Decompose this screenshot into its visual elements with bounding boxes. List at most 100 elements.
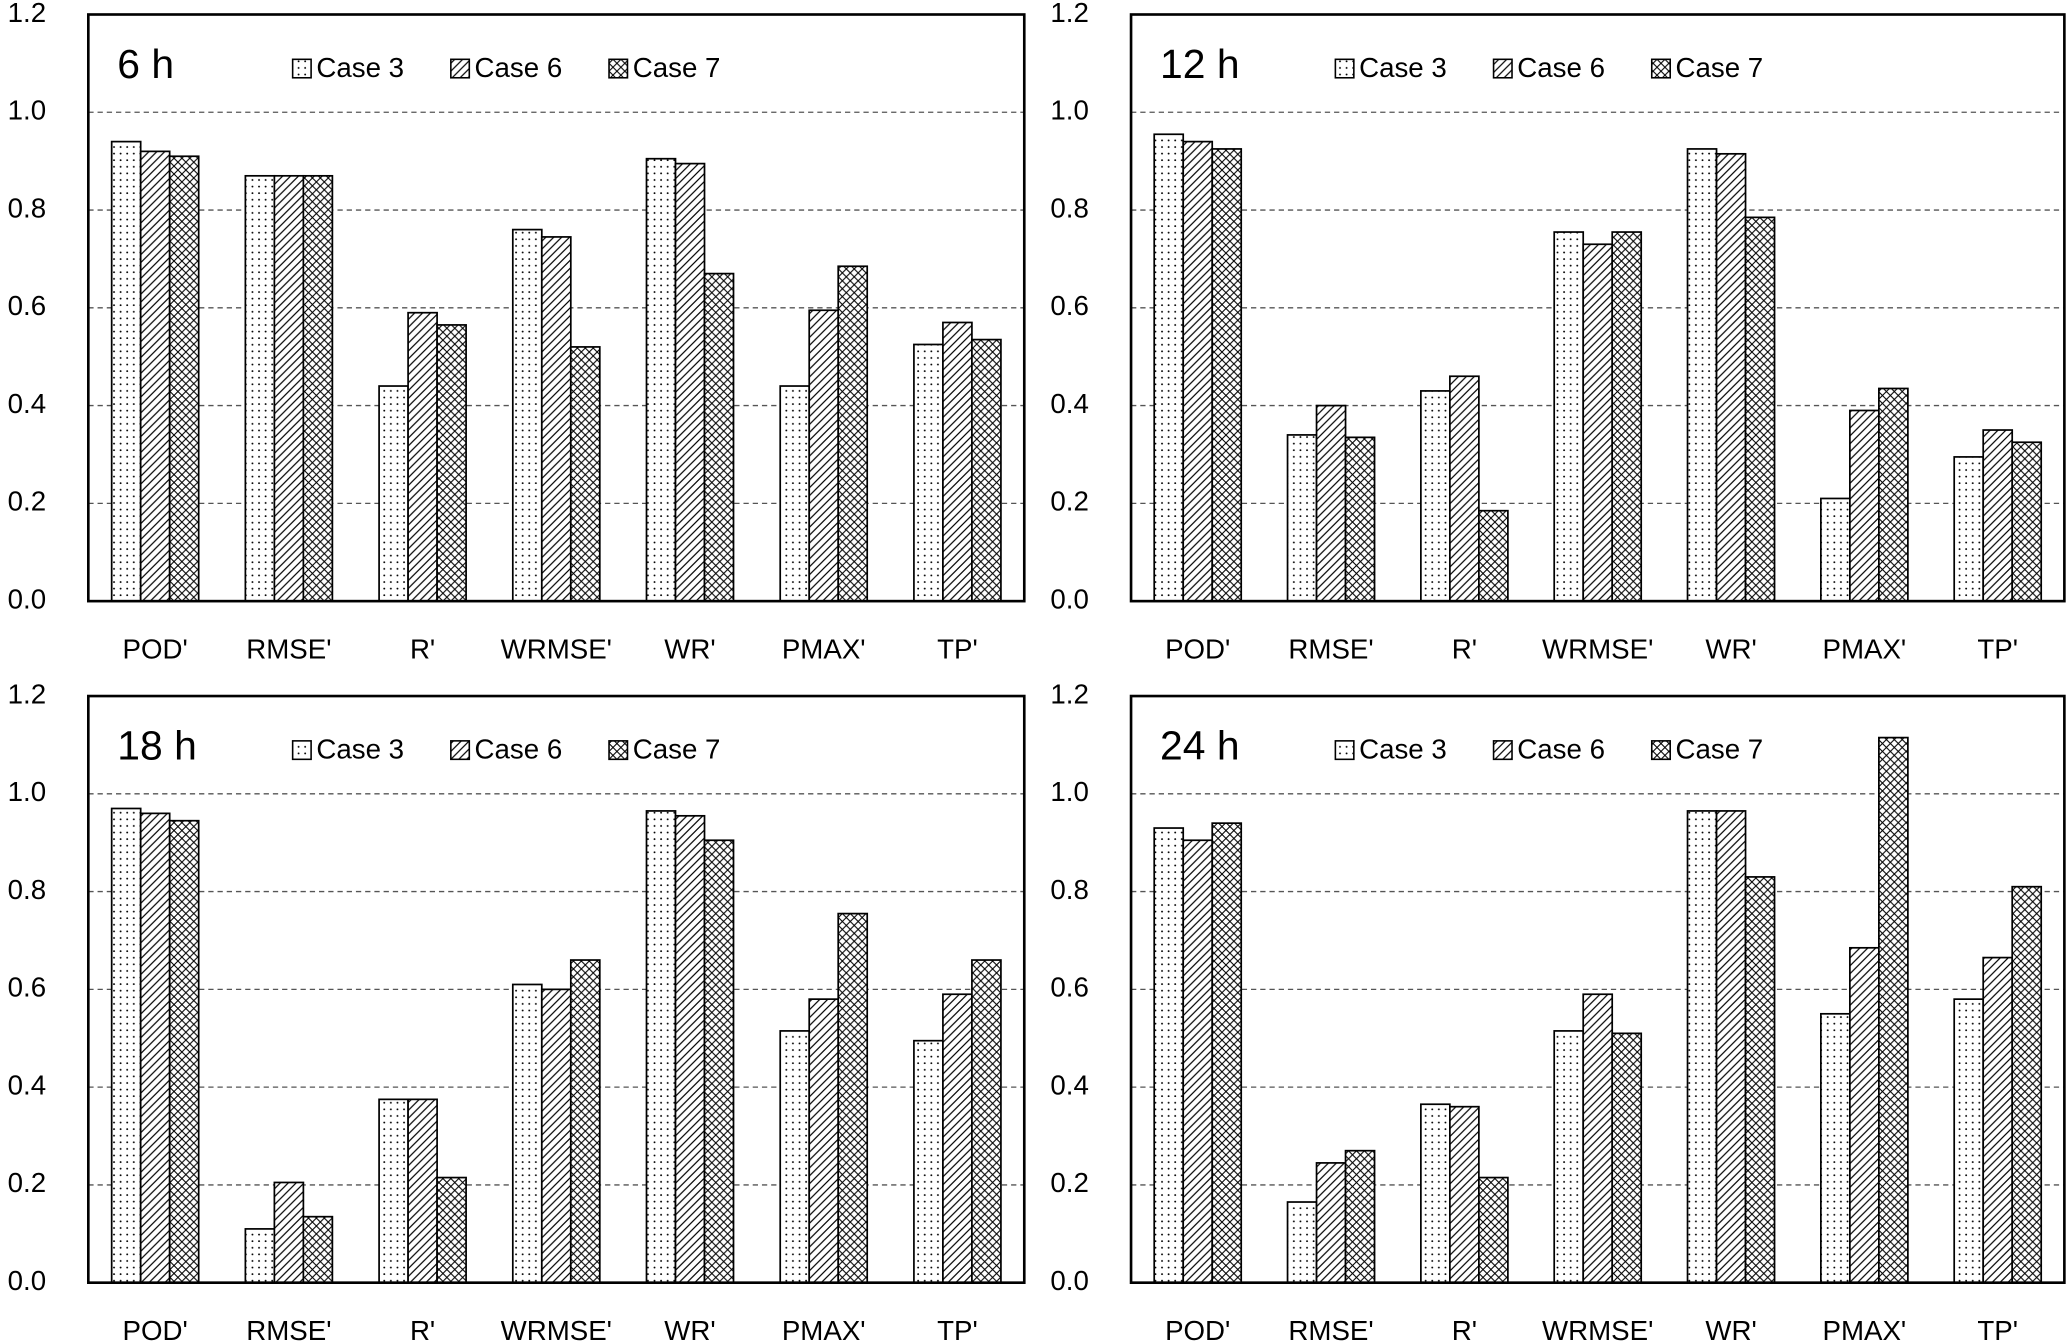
- bar: [1686, 810, 1718, 1284]
- legend-swatch: [291, 58, 312, 79]
- legend-swatch: [1492, 740, 1513, 761]
- x-tick-label: WRMSE': [501, 634, 612, 665]
- legend-label: Case 7: [633, 734, 721, 765]
- bar: [971, 338, 1002, 602]
- bar: [110, 807, 142, 1284]
- bar: [1344, 436, 1376, 602]
- y-tick-label: 0.2: [8, 1167, 46, 1198]
- bar: [302, 1215, 334, 1284]
- bar: [837, 265, 869, 602]
- bar: [703, 272, 735, 602]
- bar: [942, 321, 973, 602]
- legend-swatch: [291, 740, 312, 761]
- y-tick-label: 1.0: [1050, 776, 1088, 807]
- bar: [540, 236, 572, 602]
- bar: [913, 1039, 944, 1284]
- x-tick-label: WR': [664, 634, 715, 665]
- bar: [407, 311, 438, 602]
- bar: [1553, 1030, 1585, 1284]
- bar: [1478, 509, 1509, 602]
- y-tick-label: 0.6: [1050, 290, 1088, 321]
- bar: [1744, 876, 1776, 1284]
- bar: [971, 959, 1002, 1284]
- bar: [273, 174, 305, 602]
- bar: [1211, 148, 1243, 602]
- y-tick-label: 1.2: [1050, 0, 1088, 28]
- legend-label: Case 3: [316, 734, 404, 765]
- legend-label: Case 7: [1675, 52, 1763, 83]
- bar: [1182, 839, 1214, 1284]
- x-tick-label: WR': [1705, 1315, 1756, 1342]
- legend-swatch: [608, 740, 629, 761]
- bar: [645, 810, 677, 1284]
- bar: [1449, 1105, 1480, 1284]
- panel-title: 6 h: [117, 41, 174, 87]
- x-tick-label: PMAX': [782, 634, 866, 665]
- bar: [244, 1228, 276, 1284]
- bar: [1686, 148, 1718, 602]
- y-tick-label: 0.6: [1050, 972, 1088, 1003]
- bar: [1286, 1201, 1318, 1284]
- bar: [942, 993, 973, 1284]
- bar: [645, 157, 677, 602]
- panel-title: 12 h: [1160, 41, 1240, 87]
- y-tick-label: 0.8: [1050, 874, 1088, 905]
- y-tick-label: 0.8: [8, 874, 46, 905]
- x-tick-label: TP': [1977, 1315, 2018, 1342]
- bar: [1344, 1149, 1376, 1284]
- y-tick-label: 0.4: [1050, 1069, 1088, 1100]
- bar: [1849, 409, 1880, 602]
- x-tick-label: TP': [1977, 634, 2018, 665]
- bar: [139, 150, 171, 602]
- y-tick-label: 1.2: [8, 678, 46, 709]
- x-tick-label: R': [1452, 1315, 1477, 1342]
- bar: [1715, 810, 1747, 1284]
- x-tick-label: R': [1452, 634, 1477, 665]
- y-tick-label: 0.8: [1050, 192, 1088, 223]
- y-tick-label: 1.0: [1050, 95, 1088, 126]
- panel-title: 18 h: [117, 723, 197, 769]
- x-tick-label: PMAX': [1823, 1315, 1907, 1342]
- legend-swatch: [608, 58, 629, 79]
- bar: [378, 1098, 409, 1284]
- y-tick-label: 0.4: [8, 1069, 46, 1100]
- x-tick-label: POD': [1165, 1315, 1230, 1342]
- bar: [779, 385, 811, 602]
- bar: [1878, 387, 1909, 602]
- legend-swatch: [1492, 58, 1513, 79]
- legend-label: Case 3: [316, 52, 404, 83]
- plot-frame: [1129, 13, 2066, 603]
- y-tick-label: 0.8: [8, 192, 46, 223]
- bar: [1582, 243, 1614, 602]
- plot-frame: [1129, 694, 2066, 1284]
- y-tick-label: 0.2: [1050, 486, 1088, 517]
- bar: [569, 959, 601, 1284]
- bar: [1286, 434, 1318, 602]
- x-tick-label: RMSE': [1288, 1315, 1373, 1342]
- bar: [378, 385, 409, 602]
- y-tick-label: 1.2: [1050, 678, 1088, 709]
- bar: [1878, 736, 1909, 1284]
- legend-label: Case 3: [1359, 734, 1447, 765]
- y-tick-label: 0.6: [8, 972, 46, 1003]
- x-tick-label: PMAX': [782, 1315, 866, 1342]
- legend-label: Case 6: [1517, 52, 1605, 83]
- x-tick-label: RMSE': [246, 1315, 331, 1342]
- x-tick-label: TP': [937, 1315, 978, 1342]
- bar: [139, 812, 171, 1284]
- legend-swatch: [1334, 740, 1355, 761]
- bar: [703, 839, 735, 1284]
- bar: [808, 998, 840, 1284]
- bar: [168, 819, 200, 1284]
- x-tick-label: WR': [664, 1315, 715, 1342]
- x-tick-label: PMAX': [1823, 634, 1907, 665]
- x-tick-label: POD': [123, 634, 188, 665]
- bar: [1849, 946, 1880, 1284]
- bar: [1611, 1032, 1643, 1284]
- bar: [511, 228, 543, 602]
- bar: [1211, 822, 1243, 1284]
- legend-label: Case 7: [1675, 734, 1763, 765]
- bar: [1582, 993, 1614, 1284]
